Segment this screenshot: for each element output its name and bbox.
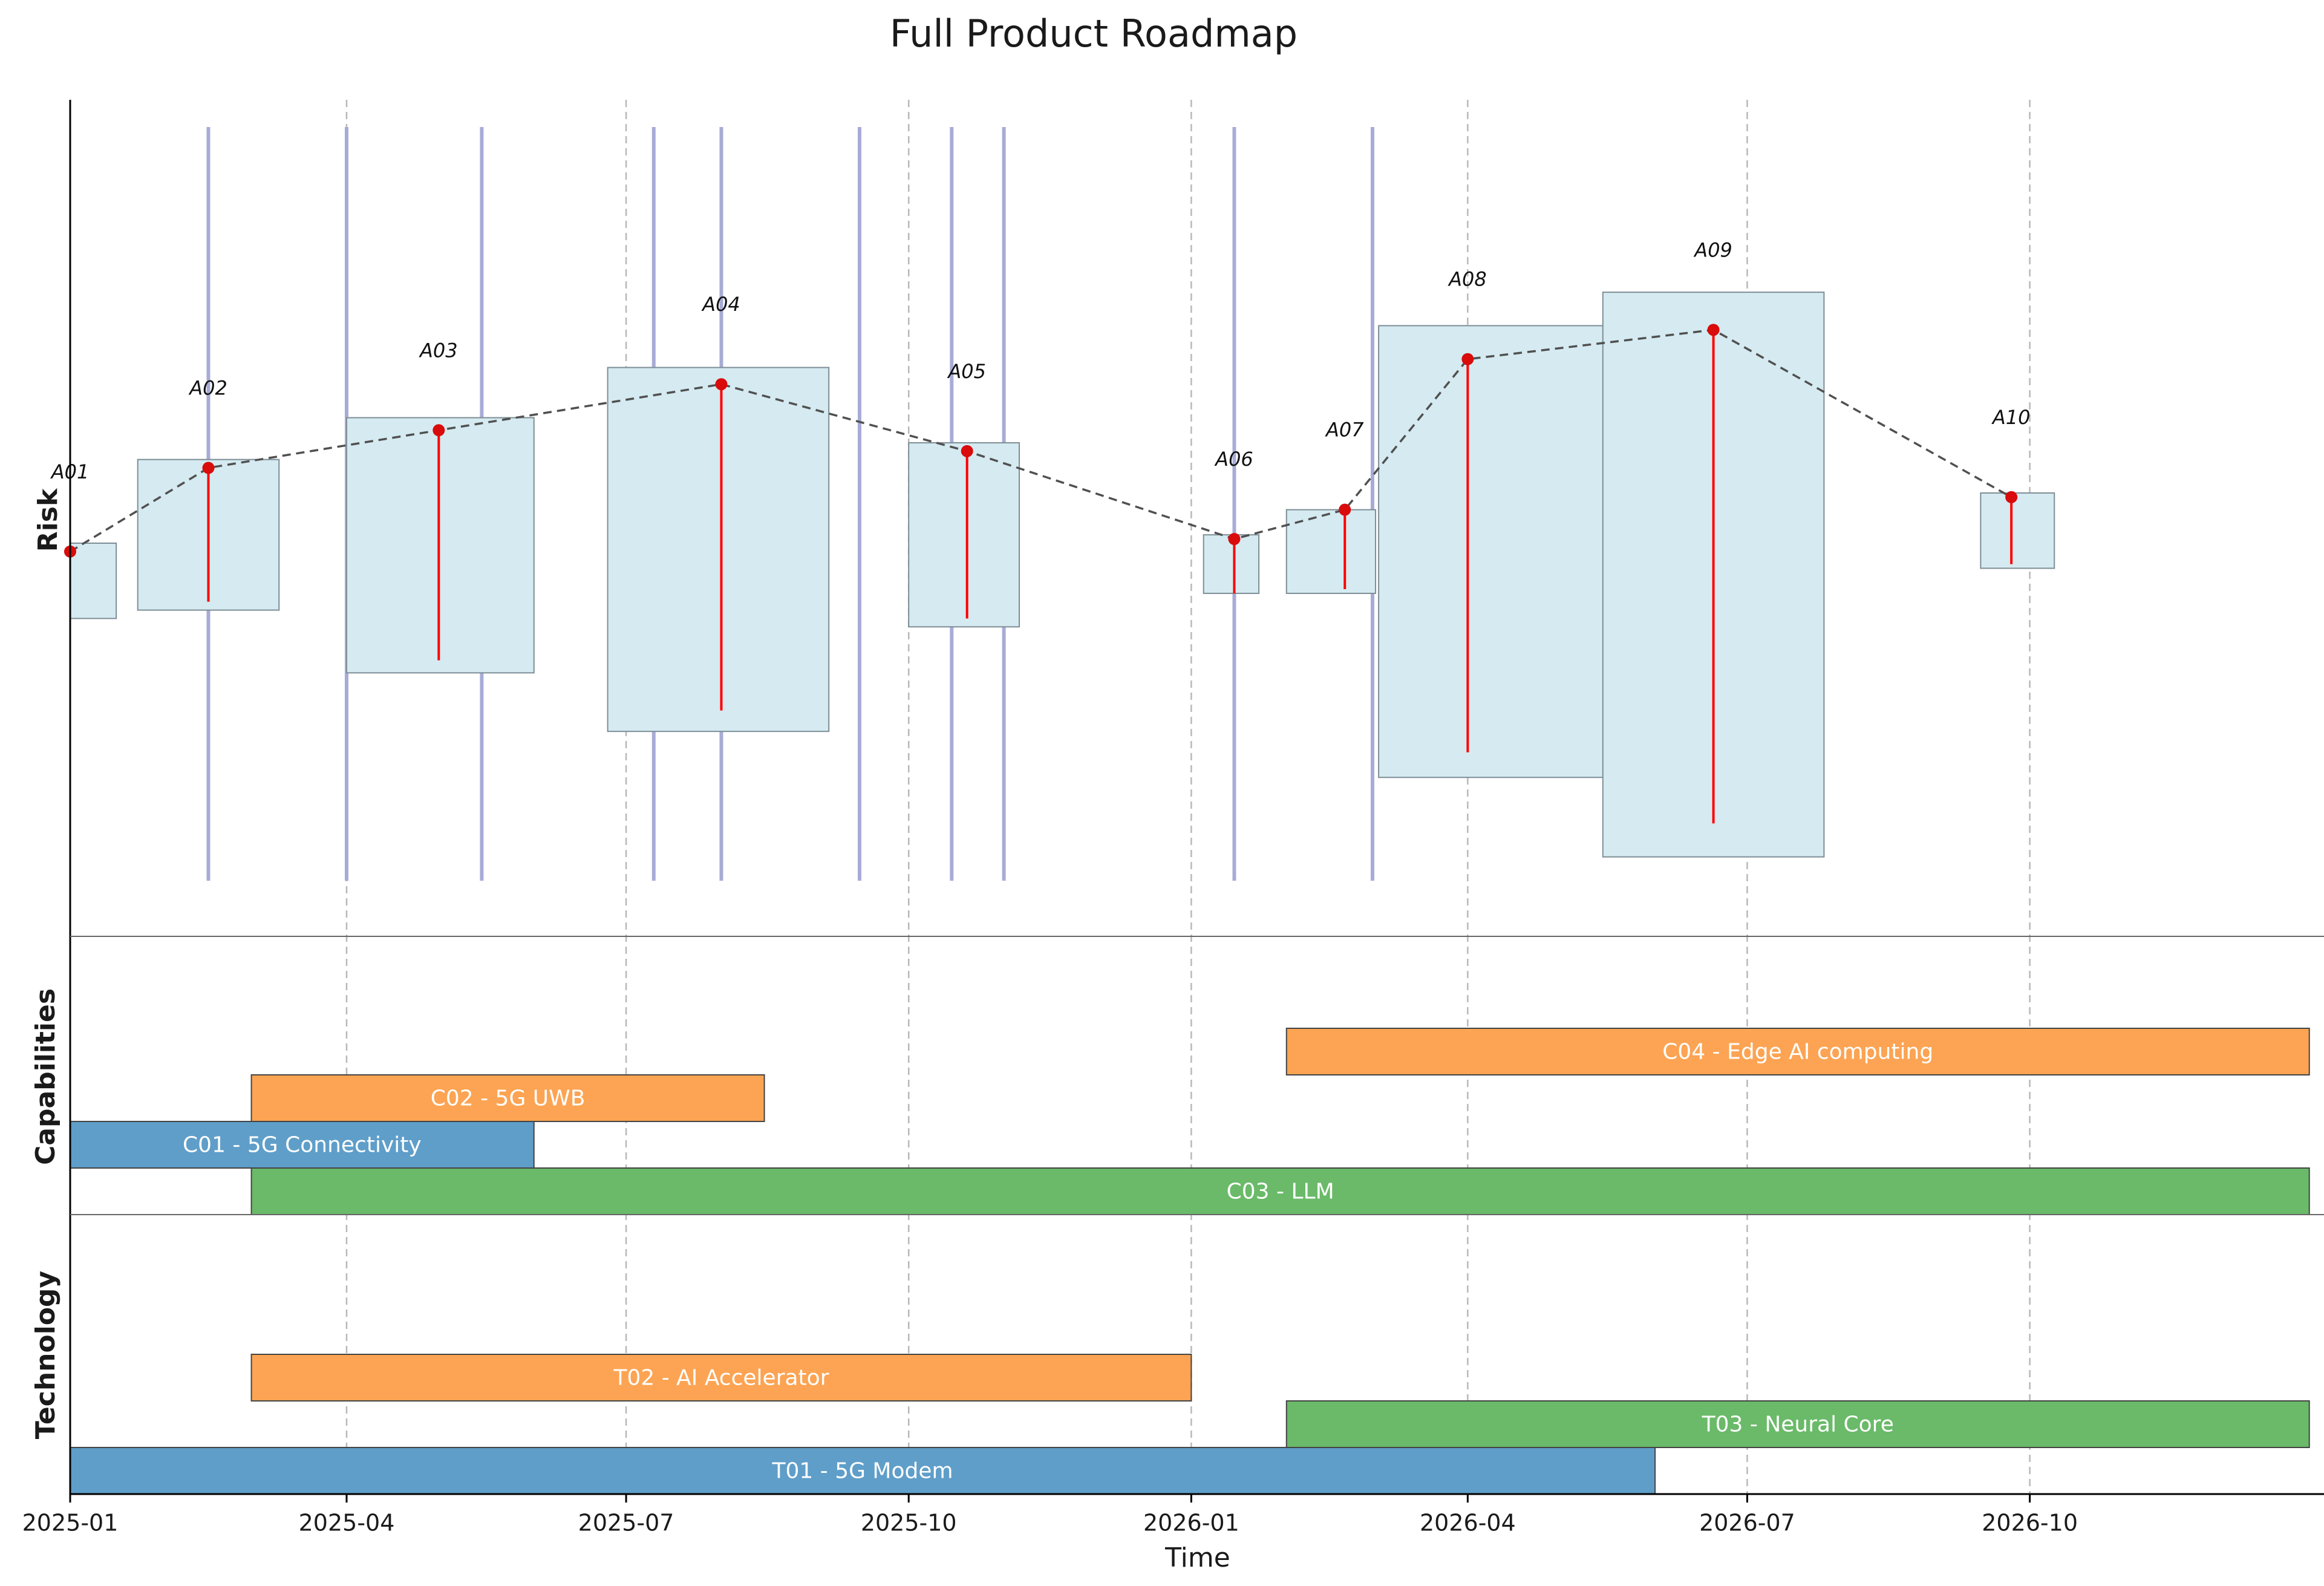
risk-point-label: A08 — [1448, 268, 1487, 291]
risk-point-label: A04 — [701, 293, 740, 316]
risk-point-label: A10 — [1991, 406, 2031, 429]
risk-point — [1461, 353, 1474, 365]
risk-point-label: A05 — [947, 360, 986, 383]
risk-point-label: A02 — [188, 377, 227, 400]
technology-bar-label: T01 - 5G Modem — [772, 1459, 953, 1484]
x-axis-ticks: 2025-01 2025-04 2025-07 2025-10 2026-01 2026-… — [22, 1494, 2078, 1536]
capability-bar — [250, 1167, 2310, 1215]
vertical-grid — [345, 100, 2031, 1494]
capability-bar-label: C04 - Edge AI computing — [1662, 1040, 1933, 1065]
capability-bars: C01 - 5G Connectivity C02 - 5G UWB C03 - L… — [70, 1028, 2310, 1215]
risk-point — [961, 445, 973, 457]
risk-point — [1707, 324, 1720, 336]
technology-bar-label: T03 - Neural Core — [1702, 1412, 1894, 1437]
capability-bar — [1285, 1028, 2310, 1075]
risk-box — [346, 417, 535, 674]
risk-point — [432, 424, 445, 437]
risk-box — [70, 542, 117, 619]
technology-bar — [1285, 1400, 2310, 1448]
x-tick-label: 2025-10 — [861, 1510, 957, 1536]
x-tick-label: 2025-04 — [299, 1510, 395, 1536]
capabilities-panel-label: Capabilities — [30, 988, 61, 1165]
x-tick-label: 2026-01 — [1143, 1510, 1239, 1536]
risk-box — [1285, 509, 1377, 594]
risk-panel-label: Risk — [33, 488, 64, 552]
capability-bar-label: C01 - 5G Connectivity — [183, 1133, 422, 1158]
risk-point — [1228, 533, 1241, 546]
x-tick-label: 2026-10 — [1982, 1510, 2078, 1536]
risk-point-label: A07 — [1325, 419, 1364, 442]
capability-bar — [250, 1074, 765, 1122]
risk-points — [64, 324, 2018, 558]
chart-title: Full Product Roadmap — [890, 11, 1297, 56]
risk-box — [1980, 492, 2055, 569]
x-tick-label: 2026-07 — [1699, 1510, 1795, 1536]
technology-bars: T01 - 5G Modem T02 - AI Accelerator T03 - … — [70, 1354, 2310, 1495]
axes — [69, 100, 2324, 1495]
risk-point-label: A06 — [1214, 448, 1253, 471]
risk-boxes — [70, 292, 2055, 858]
technology-panel-label: Technology — [30, 1271, 61, 1439]
x-axis-label: Time — [1164, 1542, 1230, 1573]
x-tick-label: 2025-01 — [22, 1510, 119, 1536]
capability-bar-label: C03 - LLM — [1227, 1180, 1334, 1204]
x-tick-label: 2025-07 — [578, 1510, 674, 1536]
risk-trend-line — [70, 328, 2012, 553]
risk-trend — [70, 328, 2012, 553]
risk-point — [2005, 491, 2018, 503]
risk-point-label: A09 — [1693, 238, 1732, 261]
risk-box — [1378, 325, 1640, 778]
risk-point — [715, 378, 728, 391]
technology-bar — [250, 1354, 1192, 1402]
technology-bar — [70, 1447, 1656, 1495]
risk-point — [1339, 503, 1351, 516]
technology-bar-label: T02 - AI Accelerator — [613, 1366, 829, 1391]
capability-bar-label: C02 - 5G UWB — [431, 1086, 586, 1111]
risk-box — [607, 367, 830, 733]
risk-point — [202, 462, 215, 474]
risk-box — [908, 442, 1020, 628]
risk-error-bars — [207, 330, 2013, 824]
risk-point-label: A03 — [419, 339, 458, 362]
x-tick-label: 2026-04 — [1420, 1510, 1516, 1536]
